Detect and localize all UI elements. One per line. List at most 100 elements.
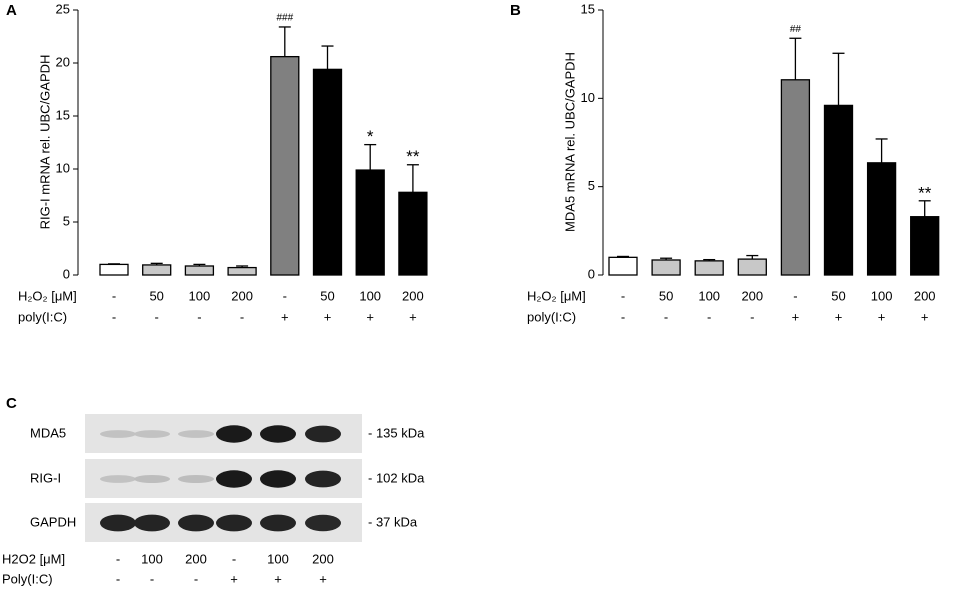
x-tick-label: 100: [698, 288, 720, 303]
x-tick-label: +: [409, 309, 417, 324]
bar: [184, 265, 215, 276]
y-axis-label: RIG-I mRNA rel. UBC/GAPDH: [37, 55, 52, 230]
blot-band: [305, 514, 341, 532]
blot-band: [216, 470, 252, 488]
x-tick-label: +: [366, 309, 374, 324]
x-tick-label: 50: [831, 288, 845, 303]
bar: [694, 260, 724, 276]
lane-label: 200: [185, 551, 207, 566]
panel-letter: C: [6, 395, 17, 412]
y-tick-label: 0: [588, 266, 595, 281]
bar: [823, 104, 854, 276]
x-tick-label: 50: [149, 288, 163, 303]
row-label: H₂O₂ [μM]: [18, 288, 77, 303]
bar: [398, 191, 428, 276]
blot-size-label: - 135 kDa: [368, 425, 425, 440]
x-tick-label: 200: [402, 288, 424, 303]
bar: [142, 264, 172, 276]
blot-row-label: MDA5: [30, 425, 66, 440]
x-tick-label: -: [197, 309, 201, 324]
x-tick-label: -: [707, 309, 711, 324]
significance-label: ##: [790, 24, 802, 35]
blot-band: [134, 430, 170, 438]
y-tick-label: 15: [56, 107, 70, 122]
x-tick-label: -: [664, 309, 668, 324]
bar: [99, 263, 129, 276]
x-tick-label: -: [155, 309, 159, 324]
lane-label: +: [274, 571, 282, 586]
blot-band: [216, 514, 252, 532]
bar: [780, 79, 811, 276]
blot-row-label: GAPDH: [30, 514, 76, 529]
blot-size-label: - 37 kDa: [368, 514, 418, 529]
lane-label: 100: [141, 551, 163, 566]
x-tick-label: +: [921, 309, 929, 324]
x-tick-label: -: [793, 288, 797, 303]
bar: [270, 55, 300, 276]
significance-label: **: [406, 147, 420, 166]
lane-label: +: [319, 571, 327, 586]
blot-size-label: - 102 kDa: [368, 470, 425, 485]
x-tick-label: -: [112, 288, 116, 303]
row-label: H₂O₂ [μM]: [527, 288, 586, 303]
blot-band: [178, 514, 214, 532]
blot-band: [178, 474, 214, 484]
x-tick-label: 200: [741, 288, 763, 303]
x-tick-label: -: [283, 288, 287, 303]
bar: [355, 169, 385, 276]
significance-label: *: [367, 127, 374, 146]
x-tick-label: -: [750, 309, 754, 324]
bar: [312, 68, 343, 276]
blot-band: [260, 470, 296, 488]
bar: [866, 162, 897, 276]
lane-label: 200: [312, 551, 334, 566]
y-tick-label: 10: [56, 160, 70, 175]
x-tick-label: 50: [320, 288, 334, 303]
blot-band: [305, 470, 341, 488]
y-tick-label: 5: [588, 178, 595, 193]
x-tick-label: +: [281, 309, 289, 324]
bar: [910, 216, 940, 276]
row-label: poly(I:C): [527, 309, 576, 324]
lane-label: 100: [267, 551, 289, 566]
blot-band: [100, 514, 136, 532]
x-tick-label: +: [324, 309, 332, 324]
x-tick-label: 50: [659, 288, 673, 303]
blot-band: [134, 514, 170, 532]
lane-label: -: [150, 571, 154, 586]
significance-label: **: [918, 183, 932, 202]
x-tick-label: 100: [871, 288, 893, 303]
y-tick-label: 25: [56, 1, 70, 16]
blot-row-label: RIG-I: [30, 470, 61, 485]
x-tick-label: 100: [359, 288, 381, 303]
bar: [737, 258, 767, 276]
lane-label: +: [230, 571, 238, 586]
blot-band: [305, 425, 341, 443]
y-tick-label: 20: [56, 54, 70, 69]
lane-label: -: [116, 551, 120, 566]
panel-letter: A: [6, 2, 17, 19]
lane-row-label: Poly(I:C): [2, 571, 53, 586]
y-axis-label: MDA5 mRNA rel. UBC/GAPDH: [562, 52, 577, 232]
blot-band: [260, 514, 296, 532]
x-tick-label: 100: [189, 288, 211, 303]
x-tick-label: 200: [914, 288, 936, 303]
y-tick-label: 5: [63, 213, 70, 228]
x-tick-label: +: [835, 309, 843, 324]
bar: [227, 266, 257, 276]
x-tick-label: +: [792, 309, 800, 324]
x-tick-label: -: [112, 309, 116, 324]
blot-band: [100, 430, 136, 438]
bar: [651, 259, 681, 276]
blot-band: [100, 475, 136, 483]
blot-band: [216, 425, 252, 443]
x-tick-label: -: [621, 288, 625, 303]
lane-label: -: [232, 551, 236, 566]
y-tick-label: 0: [63, 266, 70, 281]
x-tick-label: 200: [231, 288, 253, 303]
panel-letter: B: [510, 2, 521, 19]
x-tick-label: -: [621, 309, 625, 324]
bar: [608, 256, 638, 276]
x-tick-label: +: [878, 309, 886, 324]
